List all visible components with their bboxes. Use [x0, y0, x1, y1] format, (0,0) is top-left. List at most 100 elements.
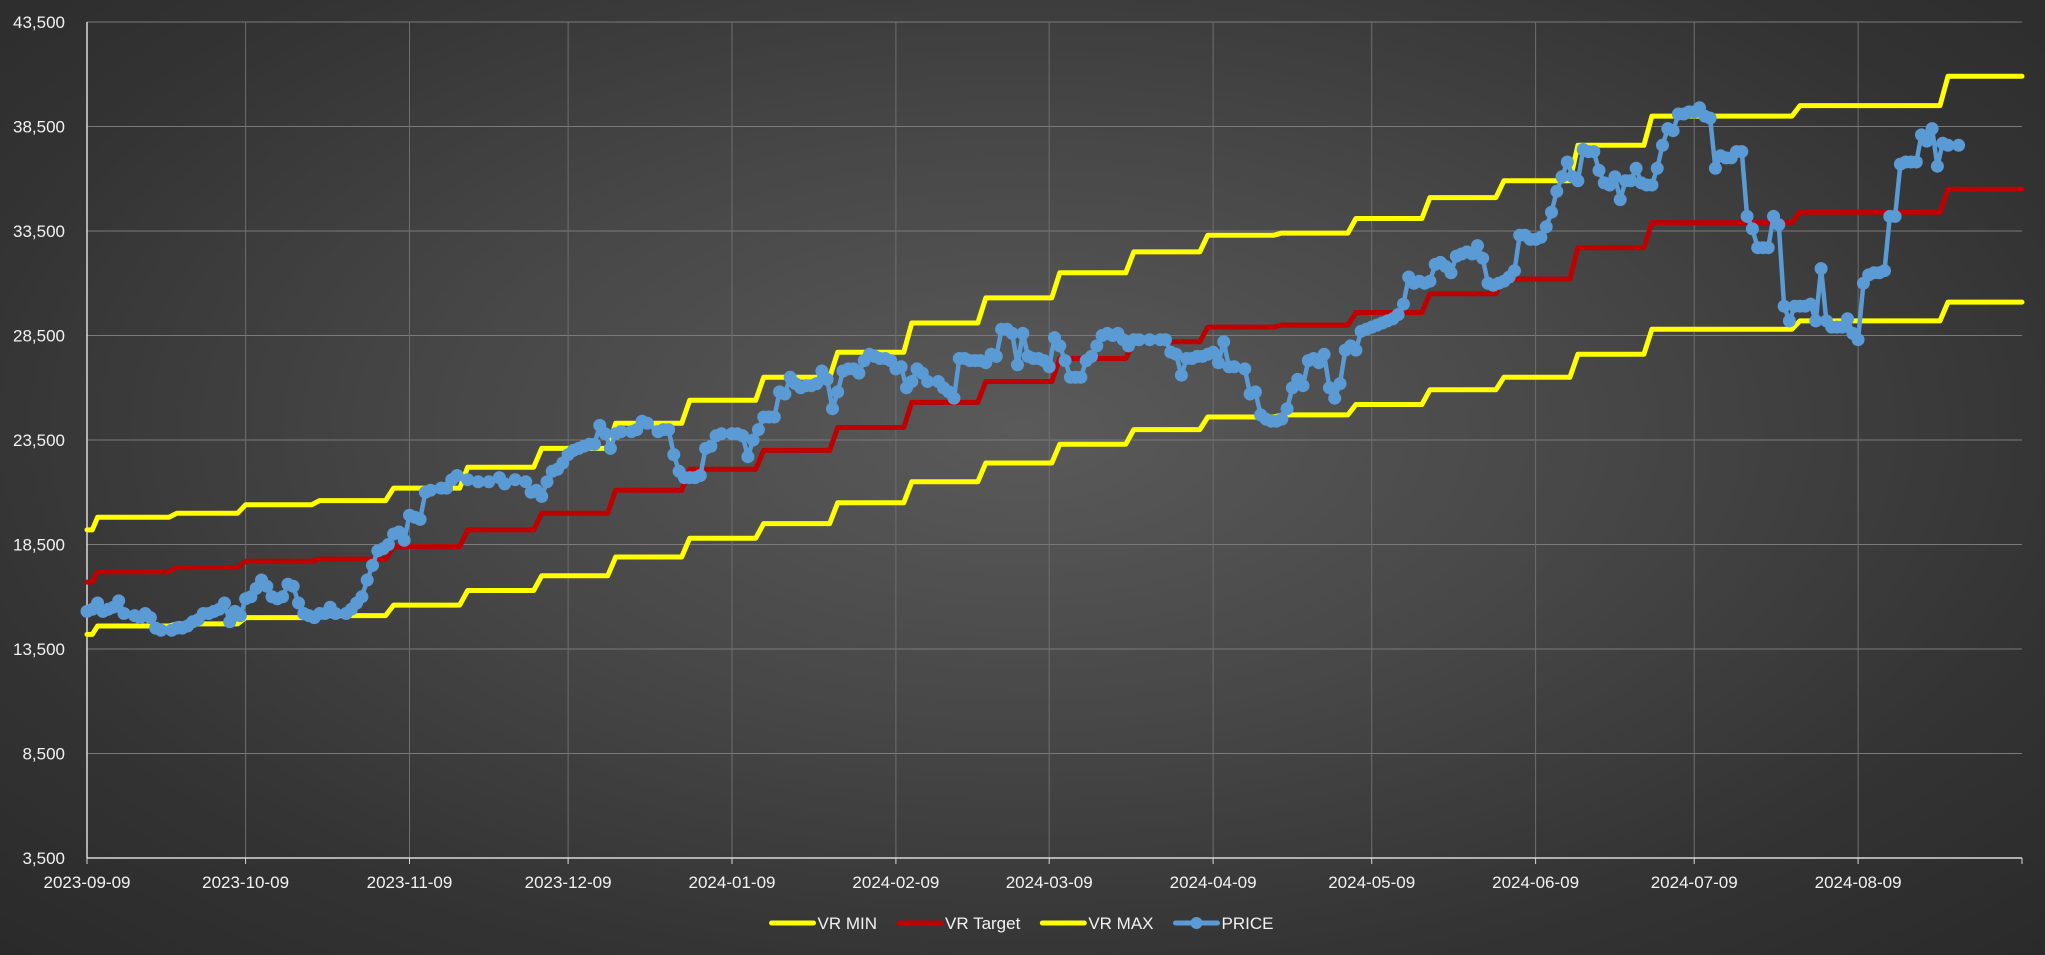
- data-point-price: [355, 590, 369, 604]
- legend-marker-price: [1190, 917, 1203, 929]
- data-point-price: [535, 489, 549, 503]
- data-point-price: [1042, 360, 1056, 374]
- data-point-price: [831, 385, 845, 399]
- data-point-price: [1708, 161, 1722, 175]
- data-point-price: [1248, 385, 1262, 399]
- data-point-price: [1280, 402, 1294, 416]
- data-point-price: [1952, 138, 1966, 152]
- data-point-price: [1656, 138, 1669, 152]
- series-line-vr-min: [84, 299, 2025, 637]
- y-tick-label: 43,500: [13, 13, 65, 32]
- data-point-price: [1841, 312, 1854, 326]
- data-point-price: [1206, 345, 1220, 359]
- series-layer: [80, 73, 2025, 637]
- data-point-price: [112, 594, 126, 608]
- data-point-price: [1878, 264, 1891, 278]
- data-point-price: [366, 558, 379, 572]
- data-point-price: [1851, 333, 1865, 347]
- data-point-price: [1650, 161, 1664, 175]
- data-point-price: [1074, 370, 1088, 384]
- y-tick-label: 18,500: [13, 536, 65, 555]
- x-tick-label: 2024-04-09: [1170, 873, 1257, 892]
- x-tick-label: 2024-02-09: [852, 873, 939, 892]
- data-point-price: [143, 611, 157, 625]
- data-point-price: [1534, 230, 1548, 244]
- series-line-vr-target: [84, 186, 2025, 585]
- data-point-price: [778, 387, 792, 401]
- x-tick-label: 2024-03-09: [1006, 873, 1093, 892]
- data-point-price: [1159, 333, 1172, 347]
- data-point-price: [852, 366, 866, 380]
- data-point-price: [989, 349, 1003, 363]
- data-point-price: [1328, 391, 1342, 405]
- y-tick-label: 23,500: [13, 431, 65, 450]
- data-point-price: [233, 609, 247, 623]
- data-point-price: [947, 391, 961, 405]
- y-tick-label: 8,500: [22, 745, 65, 764]
- data-point-price: [1396, 297, 1410, 311]
- data-point-price: [218, 596, 231, 610]
- data-point-price: [117, 607, 131, 620]
- data-point-price: [1666, 124, 1680, 138]
- data-point-price: [1560, 155, 1574, 169]
- data-point-price: [1761, 241, 1775, 255]
- data-point-price: [1703, 111, 1717, 125]
- data-point-price: [276, 590, 290, 604]
- data-point-price: [1587, 145, 1601, 159]
- y-tick-label: 33,500: [13, 222, 65, 241]
- data-point-price: [1745, 222, 1759, 236]
- data-point-price: [1888, 209, 1902, 223]
- data-point-price: [826, 402, 839, 416]
- data-point-price: [1391, 308, 1405, 322]
- data-point-price: [1238, 362, 1252, 376]
- data-point-price: [1058, 354, 1072, 368]
- data-point-price: [667, 448, 681, 462]
- data-point-price: [640, 416, 654, 430]
- x-tick-label: 2023-11-09: [367, 873, 453, 892]
- data-point-price: [751, 423, 765, 437]
- legend-label-price: PRICE: [1222, 914, 1274, 933]
- legend-label-vr-target: VR Target: [945, 914, 1021, 933]
- data-point-price: [1423, 274, 1437, 288]
- y-tick-label: 38,500: [13, 118, 65, 137]
- data-point-price: [1275, 412, 1289, 426]
- y-tick-label: 28,500: [13, 327, 65, 346]
- data-point-price: [360, 573, 374, 587]
- y-tick-label: 13,500: [13, 640, 65, 659]
- data-point-price: [424, 483, 438, 497]
- data-point-price: [1740, 209, 1754, 223]
- data-point-price: [1925, 122, 1939, 136]
- data-point-price: [519, 475, 533, 489]
- data-point-price: [1085, 349, 1098, 363]
- data-point-price: [508, 473, 522, 487]
- data-point-price: [1629, 161, 1643, 175]
- x-tick-label: 2024-01-09: [689, 873, 776, 892]
- data-point-price: [1613, 193, 1627, 207]
- data-point-price: [1920, 134, 1934, 148]
- data-point-price: [746, 433, 760, 447]
- data-point-price: [1545, 205, 1558, 219]
- data-point-price: [397, 533, 411, 547]
- x-tick-label: 2023-12-09: [525, 873, 612, 892]
- x-tick-label: 2023-09-09: [44, 873, 131, 892]
- data-point-price: [1296, 379, 1310, 393]
- x-tick-label: 2024-07-09: [1651, 873, 1738, 892]
- data-point-price: [1174, 368, 1188, 382]
- data-point-price: [381, 538, 395, 551]
- series-line-price: [86, 105, 1959, 633]
- data-point-price: [603, 441, 617, 455]
- data-point-price: [588, 437, 601, 451]
- data-point-price: [1476, 251, 1490, 265]
- data-point-price: [1645, 178, 1659, 192]
- data-point-price: [1016, 326, 1030, 340]
- data-point-price: [894, 360, 908, 374]
- data-point-price: [286, 579, 300, 593]
- data-point-price: [662, 423, 676, 437]
- data-point-price: [1804, 297, 1817, 311]
- data-point-price: [1227, 360, 1241, 374]
- x-tick-label: 2024-06-09: [1492, 873, 1579, 892]
- x-tick-label: 2024-08-09: [1815, 873, 1902, 892]
- data-point-price: [1011, 358, 1024, 372]
- data-point-price: [223, 615, 237, 629]
